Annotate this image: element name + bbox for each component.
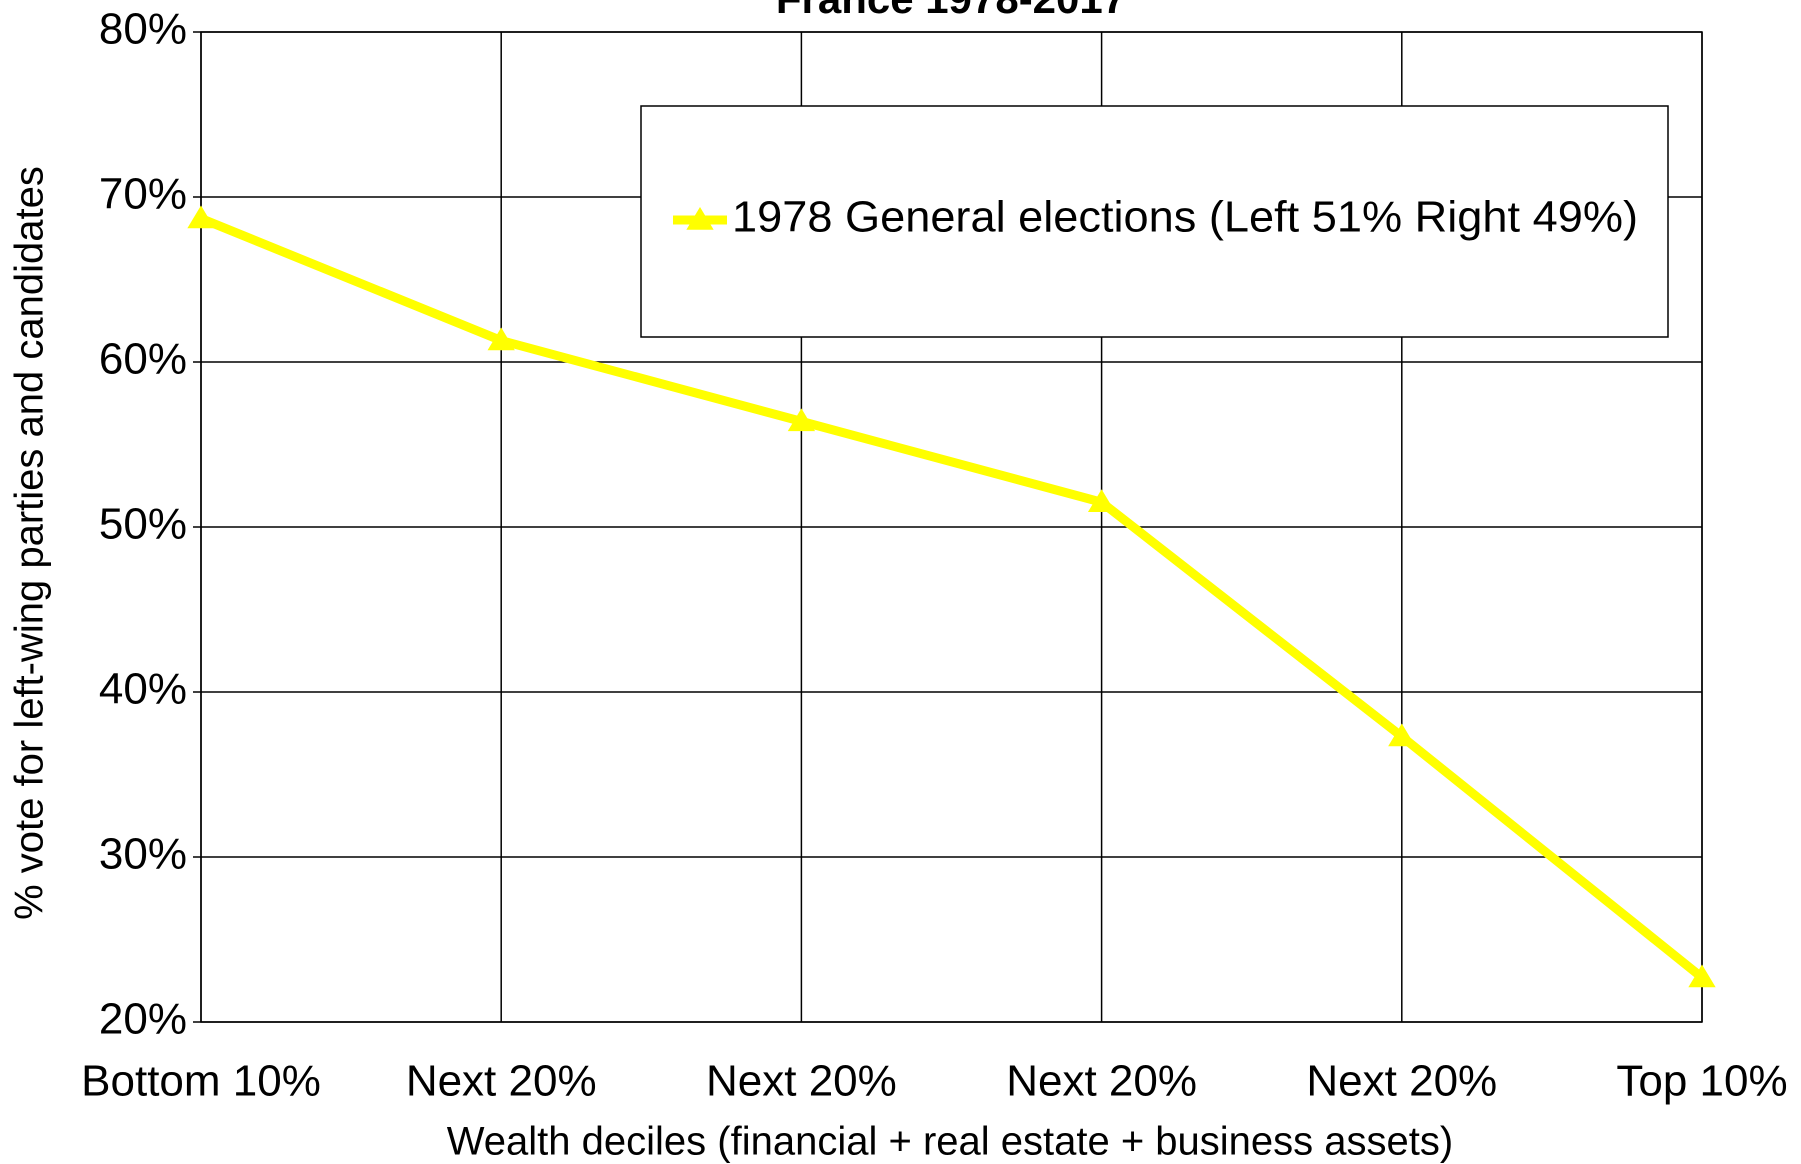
- y-axis-title: % vote for left-wing parties and candida…: [8, 166, 52, 920]
- y-tick-label: 80%: [99, 5, 187, 54]
- marker: [1388, 723, 1416, 747]
- marker: [187, 205, 215, 229]
- x-tick-label: Next 20%: [706, 1057, 897, 1106]
- x-tick-label: Next 20%: [1006, 1057, 1197, 1106]
- y-tick-label: 40%: [99, 665, 187, 714]
- marker: [1688, 964, 1716, 988]
- x-tick-label: Bottom 10%: [81, 1057, 321, 1106]
- y-tick-label: 30%: [99, 830, 187, 879]
- legend-box: [640, 105, 1669, 338]
- chart-title: France 1978-2017: [776, 0, 1126, 22]
- marker: [487, 327, 515, 351]
- x-axis-title: Wealth deciles (financial + real estate …: [447, 1120, 1453, 1164]
- marker: [787, 408, 816, 432]
- y-tick-label: 70%: [99, 170, 187, 219]
- y-tick-label: 60%: [99, 335, 187, 384]
- legend-label: 1978 General elections (Left 51% Right 4…: [732, 193, 1638, 242]
- x-tick-label: Next 20%: [406, 1057, 597, 1106]
- marker: [1087, 489, 1116, 512]
- legend-marker: [686, 207, 714, 230]
- x-tick-label: Next 20%: [1306, 1057, 1497, 1106]
- y-tick-label: 50%: [99, 500, 187, 549]
- y-tick-label: 20%: [99, 995, 187, 1044]
- x-tick-label: Top 10%: [1616, 1057, 1787, 1106]
- series-line: [199, 214, 1705, 981]
- plot-frame: [200, 31, 1703, 1023]
